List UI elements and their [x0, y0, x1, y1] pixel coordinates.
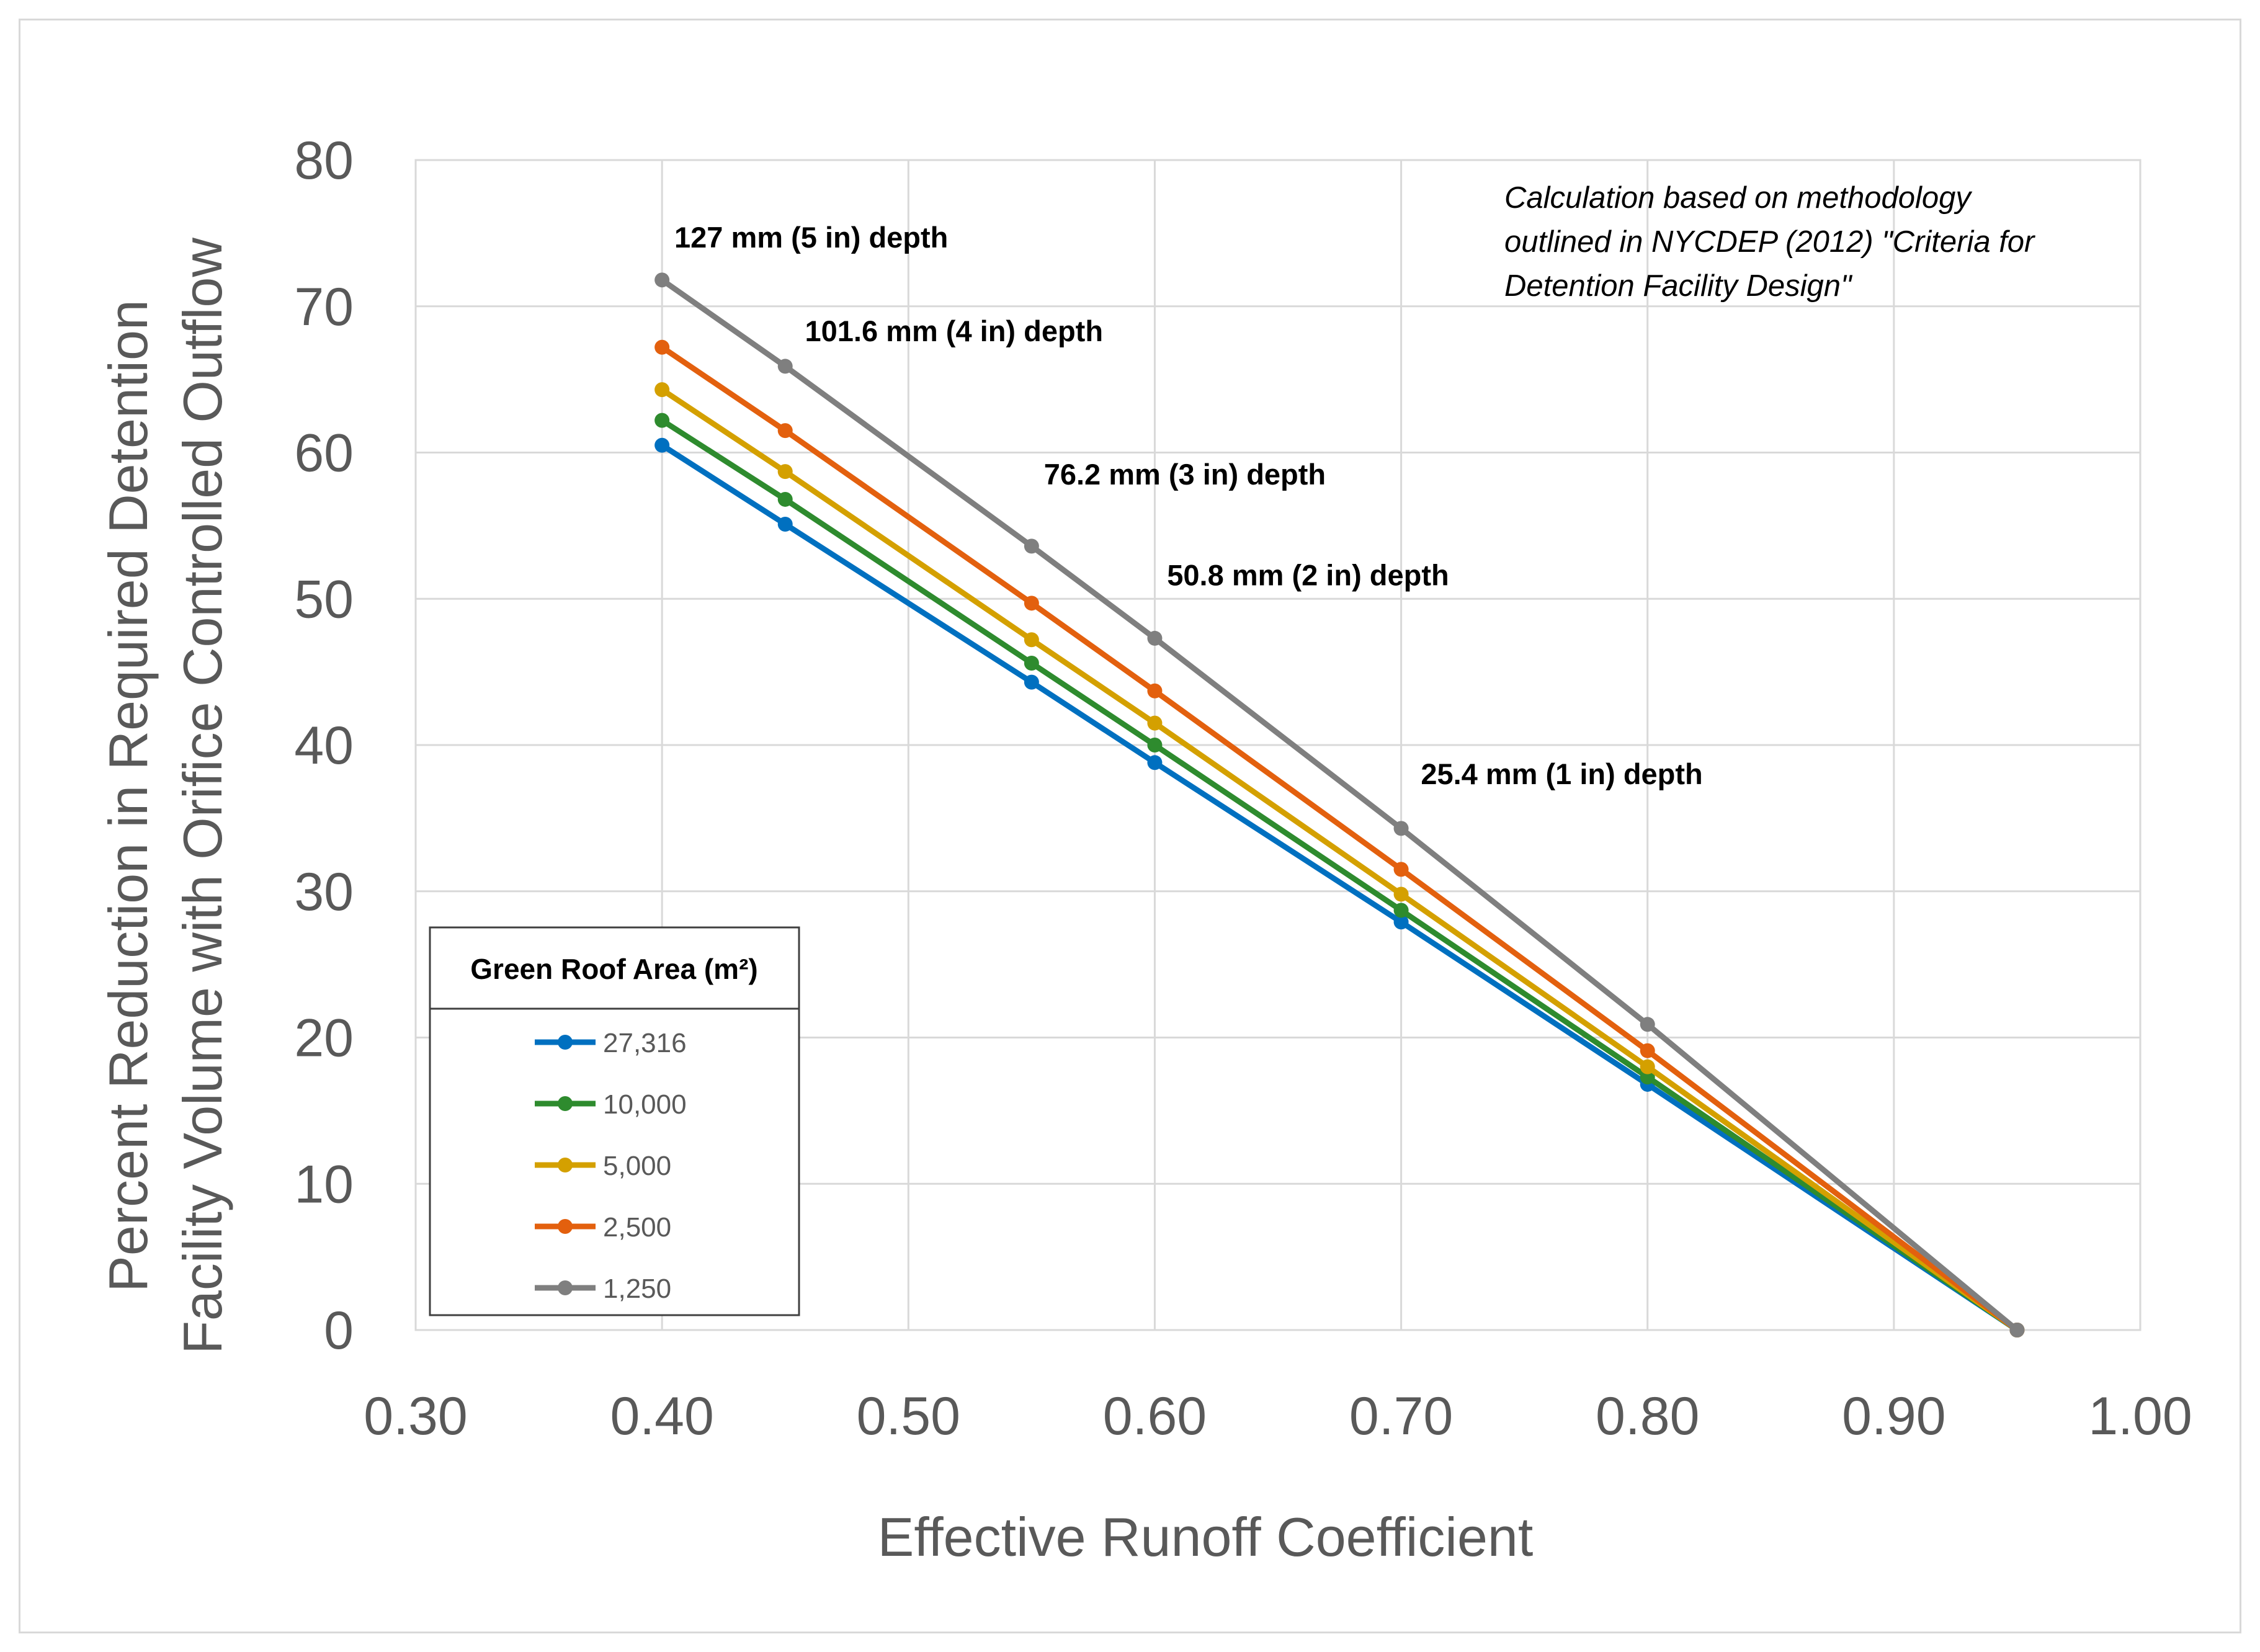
legend-label: 5,000 — [603, 1151, 671, 1181]
x-tick-label: 1.00 — [2088, 1386, 2192, 1446]
legend-box — [429, 1007, 800, 1316]
series-lines — [654, 272, 2025, 1337]
legend-title-box — [429, 926, 800, 1010]
legend-title: Green Roof Area (m²) — [470, 953, 757, 985]
x-tick-label: 0.40 — [610, 1386, 713, 1446]
note-line-2: outlined in NYCDEP (2012) "Criteria for — [1504, 225, 2035, 259]
data-point — [654, 272, 670, 288]
data-point — [1147, 738, 1163, 752]
data-point — [1393, 862, 1409, 877]
data-point — [654, 437, 670, 453]
legend-label: 10,000 — [603, 1089, 687, 1120]
data-point — [1640, 1059, 1655, 1074]
legend-item: 27,316 — [535, 1028, 687, 1058]
data-point — [654, 382, 670, 398]
legend-swatch-marker — [558, 1035, 573, 1050]
legend-items: 27,316 10,000 5,000 2,500 1,250 — [535, 1028, 687, 1304]
methodology-note: Calculation based on methodology outline… — [1504, 181, 2035, 303]
data-point — [1024, 538, 1039, 554]
legend-label: 27,316 — [603, 1028, 687, 1058]
legend-item: 1,250 — [535, 1274, 671, 1304]
depth-annotation: 76.2 mm (3 in) depth — [1044, 458, 1326, 491]
y-tick-label: 70 — [294, 277, 354, 337]
x-axis-ticks: 0.30 0.40 0.50 0.60 0.70 0.80 0.90 1.00 — [364, 1386, 2192, 1446]
x-tick-label: 0.30 — [364, 1386, 467, 1446]
note-line-1: Calculation based on methodology — [1504, 181, 1972, 215]
x-tick-label: 0.60 — [1103, 1386, 1207, 1446]
gridlines — [414, 159, 2142, 1331]
y-tick-label: 60 — [294, 424, 354, 483]
data-point — [1640, 1017, 1655, 1032]
data-point — [777, 491, 793, 507]
y-axis-ticks: 0 10 20 30 40 50 60 70 80 — [294, 131, 354, 1360]
data-point — [2009, 1323, 2025, 1337]
depth-annotation: 101.6 mm (4 in) depth — [805, 315, 1103, 347]
data-point — [1393, 903, 1409, 918]
data-point — [1024, 632, 1039, 648]
legend-label: 1,250 — [603, 1274, 671, 1304]
y-axis-title-line-1: Percent Reduction in Required Detention — [97, 300, 159, 1292]
depth-annotation: 127 mm (5 in) depth — [674, 221, 948, 254]
depth-annotation: 50.8 mm (2 in) depth — [1167, 559, 1449, 592]
y-tick-label: 0 — [324, 1301, 354, 1360]
x-tick-label: 0.70 — [1349, 1386, 1453, 1446]
y-tick-label: 20 — [294, 1009, 354, 1068]
y-axis-title-line-2: Facility Volume with Orifice Controlled … — [172, 238, 233, 1354]
y-tick-label: 50 — [294, 569, 354, 629]
data-point — [654, 339, 670, 355]
data-point — [777, 464, 793, 480]
legend-item: 5,000 — [535, 1151, 671, 1181]
legend-swatch-marker — [558, 1096, 573, 1111]
data-point — [1640, 1043, 1655, 1058]
x-tick-label: 0.50 — [857, 1386, 960, 1446]
data-point — [777, 517, 793, 532]
data-point — [1147, 715, 1163, 731]
legend-swatch-marker — [558, 1219, 573, 1234]
data-point — [1393, 886, 1409, 902]
data-point — [1393, 821, 1409, 836]
data-point — [1024, 596, 1039, 611]
note-line-3: Detention Facility Design" — [1504, 269, 1853, 303]
series-4 — [654, 272, 2025, 1337]
legend-item: 10,000 — [535, 1089, 687, 1120]
legend-swatch-marker — [558, 1280, 573, 1295]
series-3 — [654, 339, 2025, 1337]
legend-item: 2,500 — [535, 1212, 671, 1243]
x-tick-label: 0.80 — [1596, 1386, 1699, 1446]
data-point — [1147, 755, 1163, 770]
data-point — [777, 423, 793, 439]
data-point — [1024, 655, 1039, 671]
depth-annotations: 127 mm (5 in) depth 101.6 mm (4 in) depth… — [674, 221, 1703, 790]
legend-swatch-marker — [558, 1158, 573, 1172]
x-axis-title: Effective Runoff Coefficient — [878, 1506, 1534, 1568]
legend: Green Roof Area (m²) 27,316 10,000 5,000 2,… — [429, 926, 800, 1316]
data-point — [1640, 1069, 1655, 1085]
data-point — [1147, 630, 1163, 646]
data-point — [777, 359, 793, 374]
x-tick-label: 0.90 — [1842, 1386, 1945, 1446]
y-tick-label: 40 — [294, 716, 354, 775]
legend-label: 2,500 — [603, 1212, 671, 1243]
data-point — [1147, 683, 1163, 699]
data-point — [1393, 914, 1409, 930]
data-point — [654, 413, 670, 428]
series-2 — [654, 382, 2025, 1337]
y-tick-label: 10 — [294, 1154, 354, 1214]
data-point — [1024, 674, 1039, 690]
depth-annotation: 25.4 mm (1 in) depth — [1421, 757, 1702, 790]
y-tick-label: 80 — [294, 131, 354, 190]
y-tick-label: 30 — [294, 862, 354, 922]
